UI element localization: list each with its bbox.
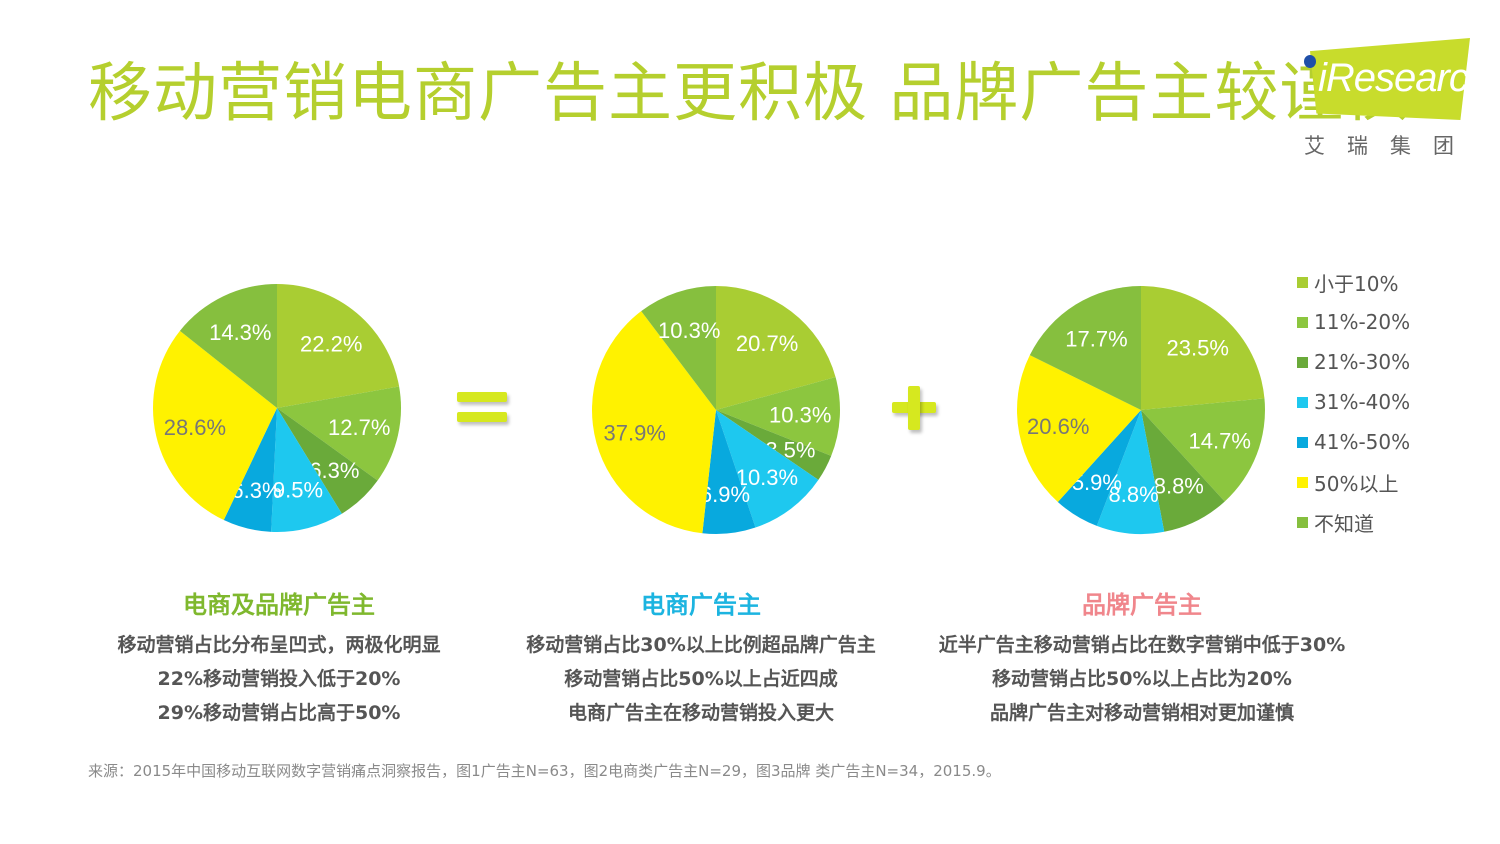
pie-value-label: 20.6% bbox=[1027, 414, 1089, 439]
pie-slice bbox=[179, 284, 277, 408]
legend-item: 31%-40% bbox=[1297, 382, 1410, 422]
caption-ecommerce-and-brand: 电商及品牌广告主 移动营销占比分布呈凹式，两极化明显 22%移动营销投入低于20… bbox=[69, 585, 489, 730]
caption-line: 22%移动营销投入低于20% bbox=[157, 668, 401, 690]
legend-label: 11%-20% bbox=[1314, 310, 1411, 334]
pie-chart: 22.2%12.7%6.3%9.5%6.3%28.6%14.3% bbox=[152, 284, 402, 532]
page-title: 移动营销电商广告主更积极 品牌广告主较谨慎 bbox=[88, 57, 1410, 131]
caption-line: 29%移动营销占比高于50% bbox=[157, 702, 401, 724]
legend-label: 不知道 bbox=[1314, 511, 1374, 536]
pie-value-label: 28.6% bbox=[164, 415, 226, 440]
pie-slice bbox=[1017, 355, 1141, 502]
legend-swatch bbox=[1297, 356, 1308, 368]
caption-heading: 品牌广告主 bbox=[1082, 591, 1202, 619]
pie-chart: 20.7%10.3%3.5%10.3%6.9%37.9%10.3% bbox=[591, 286, 840, 535]
legend-item: 不知道 bbox=[1297, 502, 1410, 542]
pie-slice bbox=[1141, 286, 1265, 410]
pie-slice bbox=[1141, 398, 1265, 502]
pie-value-label: 37.9% bbox=[604, 420, 666, 445]
caption-ecommerce: 电商广告主 移动营销占比30%以上比例超品牌广告主 移动营销占比50%以上占近四… bbox=[491, 585, 911, 730]
pie-slice bbox=[152, 330, 277, 521]
pie-slice bbox=[1096, 410, 1165, 534]
caption-line: 移动营销占比30%以上比例超品牌广告主 bbox=[526, 634, 876, 656]
legend-item: 21%-30% bbox=[1297, 342, 1410, 382]
pie-value-label: 10.3% bbox=[658, 318, 720, 343]
caption-line: 移动营销占比50%以上占比为20% bbox=[992, 668, 1292, 690]
pie-slice bbox=[223, 408, 277, 532]
pie-value-label: 22.2% bbox=[300, 331, 362, 356]
pie-value-label: 17.7% bbox=[1065, 326, 1127, 351]
logo-flag-shape bbox=[1310, 38, 1470, 120]
caption-line: 近半广告主移动营销占比在数字营销中低于30% bbox=[938, 634, 1346, 656]
caption-line: 电商广告主在移动营销投入更大 bbox=[567, 702, 834, 724]
pie-slice bbox=[716, 286, 836, 410]
pie-value-label: 14.7% bbox=[1189, 428, 1251, 453]
legend-item: 小于10% bbox=[1297, 262, 1410, 302]
caption-line: 移动营销占比50%以上占近四成 bbox=[564, 668, 838, 690]
logo-text: iResearch bbox=[1318, 56, 1490, 100]
legend-label: 31%-40% bbox=[1314, 390, 1411, 414]
pie-slice bbox=[277, 284, 400, 408]
legend: 小于10% 11%-20% 21%-30% 31%-40% 41%-50% 50… bbox=[1297, 262, 1410, 542]
pie-value-label: 6.9% bbox=[700, 482, 750, 507]
pie-slice bbox=[702, 410, 756, 535]
pie-slice bbox=[716, 377, 840, 456]
legend-label: 41%-50% bbox=[1314, 430, 1411, 454]
legend-item: 41%-50% bbox=[1297, 422, 1410, 462]
pie-slice bbox=[1029, 286, 1141, 410]
legend-label: 21%-30% bbox=[1314, 350, 1411, 374]
pie-value-label: 8.8% bbox=[1109, 482, 1159, 507]
pie-slice bbox=[277, 408, 378, 514]
pie-value-label: 10.3% bbox=[769, 403, 831, 428]
pie-slice bbox=[641, 286, 716, 410]
caption-brand: 品牌广告主 近半广告主移动营销占比在数字营销中低于30% 移动营销占比50%以上… bbox=[932, 585, 1352, 730]
legend-swatch bbox=[1297, 436, 1308, 448]
legend-item: 50%以上 bbox=[1297, 462, 1410, 502]
legend-swatch bbox=[1297, 476, 1308, 488]
pie-value-label: 9.5% bbox=[273, 478, 323, 503]
pie-slice bbox=[591, 311, 716, 534]
caption-heading: 电商广告主 bbox=[641, 591, 761, 619]
pie-slice bbox=[1141, 410, 1225, 532]
caption-line: 品牌广告主对移动营销相对更加谨慎 bbox=[989, 702, 1294, 724]
pie-slice bbox=[277, 386, 402, 481]
legend-swatch bbox=[1297, 516, 1308, 528]
pie-slice bbox=[271, 408, 342, 532]
pie-value-label: 20.7% bbox=[736, 331, 798, 356]
legend-swatch bbox=[1297, 396, 1308, 408]
pie-value-label: 10.3% bbox=[736, 465, 798, 490]
pie-value-label: 12.7% bbox=[328, 415, 390, 440]
plus-symbol-vertical bbox=[908, 386, 920, 430]
equals-symbol-bottom bbox=[457, 412, 507, 422]
logo-dot bbox=[1304, 55, 1316, 68]
pie-value-label: 23.5% bbox=[1167, 336, 1229, 361]
pie-slice bbox=[716, 410, 819, 528]
pie-slice bbox=[1057, 410, 1141, 526]
legend-label: 50%以上 bbox=[1314, 471, 1399, 496]
caption-line: 移动营销占比分布呈凹式，两极化明显 bbox=[117, 634, 441, 656]
equals-symbol-top bbox=[457, 392, 507, 402]
pie-chart: 23.5%14.7%8.8%8.8%5.9%20.6%17.7% bbox=[1017, 286, 1265, 534]
pie-slice bbox=[716, 410, 832, 480]
caption-heading: 电商及品牌广告主 bbox=[183, 591, 375, 619]
legend-label: 小于10% bbox=[1314, 271, 1399, 296]
pie-value-label: 14.3% bbox=[209, 320, 271, 345]
legend-item: 11%-20% bbox=[1297, 302, 1410, 342]
iresearch-logo: iResearch 艾瑞集团 bbox=[1300, 38, 1490, 163]
source-note: 来源：2015年中国移动互联网数字营销痛点洞察报告，图1广告主N=63，图2电商… bbox=[88, 762, 1001, 780]
logo-subtitle: 艾瑞集团 bbox=[1304, 134, 1476, 158]
legend-swatch bbox=[1297, 316, 1308, 328]
legend-swatch bbox=[1297, 276, 1308, 288]
pie-value-label: 8.8% bbox=[1154, 473, 1204, 498]
